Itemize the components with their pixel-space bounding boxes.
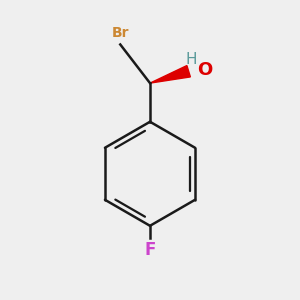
Polygon shape: [150, 66, 190, 83]
Text: H: H: [186, 52, 197, 67]
Text: F: F: [144, 241, 156, 259]
Text: Br: Br: [112, 26, 129, 40]
Text: O: O: [197, 61, 213, 79]
